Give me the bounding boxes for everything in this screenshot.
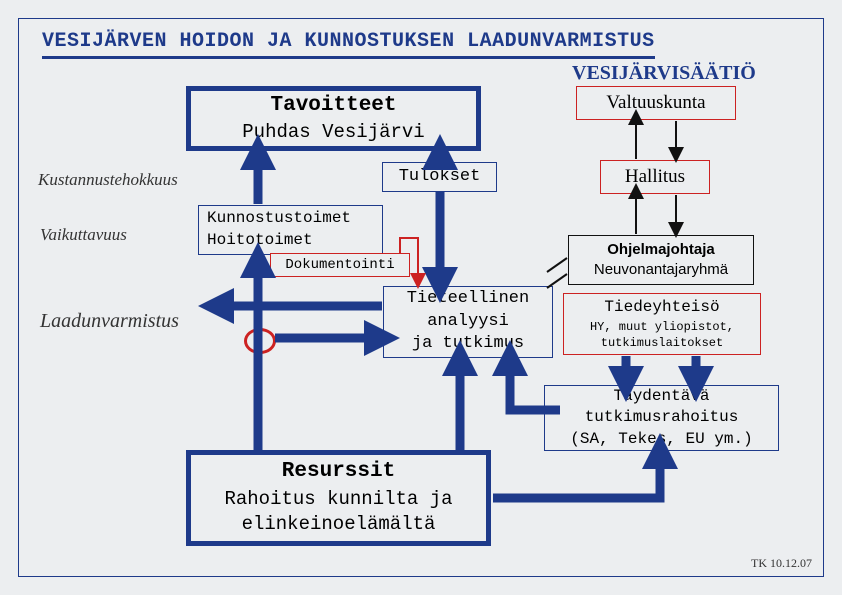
box-analyysi-l3: ja tutkimus bbox=[412, 333, 524, 356]
box-analyysi: Tieteellinen analyysi ja tutkimus bbox=[383, 286, 553, 358]
box-tavoitteet: Tavoitteet Puhdas Vesijärvi bbox=[186, 86, 481, 151]
box-tulokset: Tulokset bbox=[382, 162, 497, 192]
box-ohjelmajohtaja: Ohjelmajohtaja Neuvonantajaryhmä bbox=[568, 235, 754, 285]
box-taydentava: Täydentävä tutkimusrahoitus (SA, Tekes, … bbox=[544, 385, 779, 451]
box-tiedeyhteiso-l3: tutkimuslaitokset bbox=[601, 335, 723, 351]
box-ohjelmajohtaja-l2: Neuvonantajaryhmä bbox=[594, 260, 728, 280]
section-label-vesijarvisaatio: VESIJÄRVISÄÄTIÖ bbox=[572, 62, 756, 85]
highlight-ring-icon bbox=[244, 328, 276, 354]
side-label-vaikuttavuus: Vaikuttavuus bbox=[40, 225, 127, 245]
box-hallitus: Hallitus bbox=[600, 160, 710, 194]
box-resurssit: Resurssit Rahoitus kunnilta ja elinkeino… bbox=[186, 450, 491, 546]
side-label-laadunvarmistus: Laadunvarmistus bbox=[40, 310, 179, 333]
box-resurssit-l3: elinkeinoelämältä bbox=[242, 512, 436, 538]
box-kunnostus-l1: Kunnostustoimet bbox=[207, 208, 351, 230]
box-hallitus-text: Hallitus bbox=[625, 164, 685, 190]
box-tiedeyhteiso: Tiedeyhteisö HY, muut yliopistot, tutkim… bbox=[563, 293, 761, 355]
page-title: VESIJÄRVEN HOIDON JA KUNNOSTUKSEN LAADUN… bbox=[42, 30, 655, 59]
box-ohjelmajohtaja-l1: Ohjelmajohtaja bbox=[607, 240, 715, 260]
credit-text: TK 10.12.07 bbox=[751, 556, 812, 571]
box-tavoitteet-title: Tavoitteet bbox=[270, 92, 396, 120]
diagram-canvas: VESIJÄRVEN HOIDON JA KUNNOSTUKSEN LAADUN… bbox=[0, 0, 842, 595]
box-tavoitteet-line2: Puhdas Vesijärvi bbox=[242, 120, 424, 146]
box-valtuuskunta: Valtuuskunta bbox=[576, 86, 736, 120]
box-dokumentointi: Dokumentointi bbox=[270, 253, 410, 277]
side-label-kustannus: Kustannustehokkuus bbox=[38, 170, 178, 190]
box-analyysi-l2: analyysi bbox=[427, 311, 509, 334]
box-tulokset-text: Tulokset bbox=[399, 166, 481, 189]
box-valtuuskunta-text: Valtuuskunta bbox=[606, 90, 705, 116]
box-kunnostus: Kunnostustoimet Hoitotoimet bbox=[198, 205, 383, 255]
box-resurssit-l2: Rahoitus kunnilta ja bbox=[224, 487, 452, 513]
box-dokumentointi-text: Dokumentointi bbox=[285, 256, 394, 275]
box-kunnostus-l2: Hoitotoimet bbox=[207, 230, 313, 252]
box-taydentava-l3: (SA, Tekes, EU ym.) bbox=[570, 429, 752, 451]
box-analyysi-l1: Tieteellinen bbox=[407, 288, 529, 311]
box-resurssit-title: Resurssit bbox=[282, 458, 395, 486]
box-taydentava-l1: Täydentävä bbox=[613, 386, 709, 408]
box-tiedeyhteiso-l1: Tiedeyhteisö bbox=[604, 297, 719, 319]
box-taydentava-l2: tutkimusrahoitus bbox=[585, 407, 739, 429]
box-tiedeyhteiso-l2: HY, muut yliopistot, bbox=[590, 319, 734, 335]
